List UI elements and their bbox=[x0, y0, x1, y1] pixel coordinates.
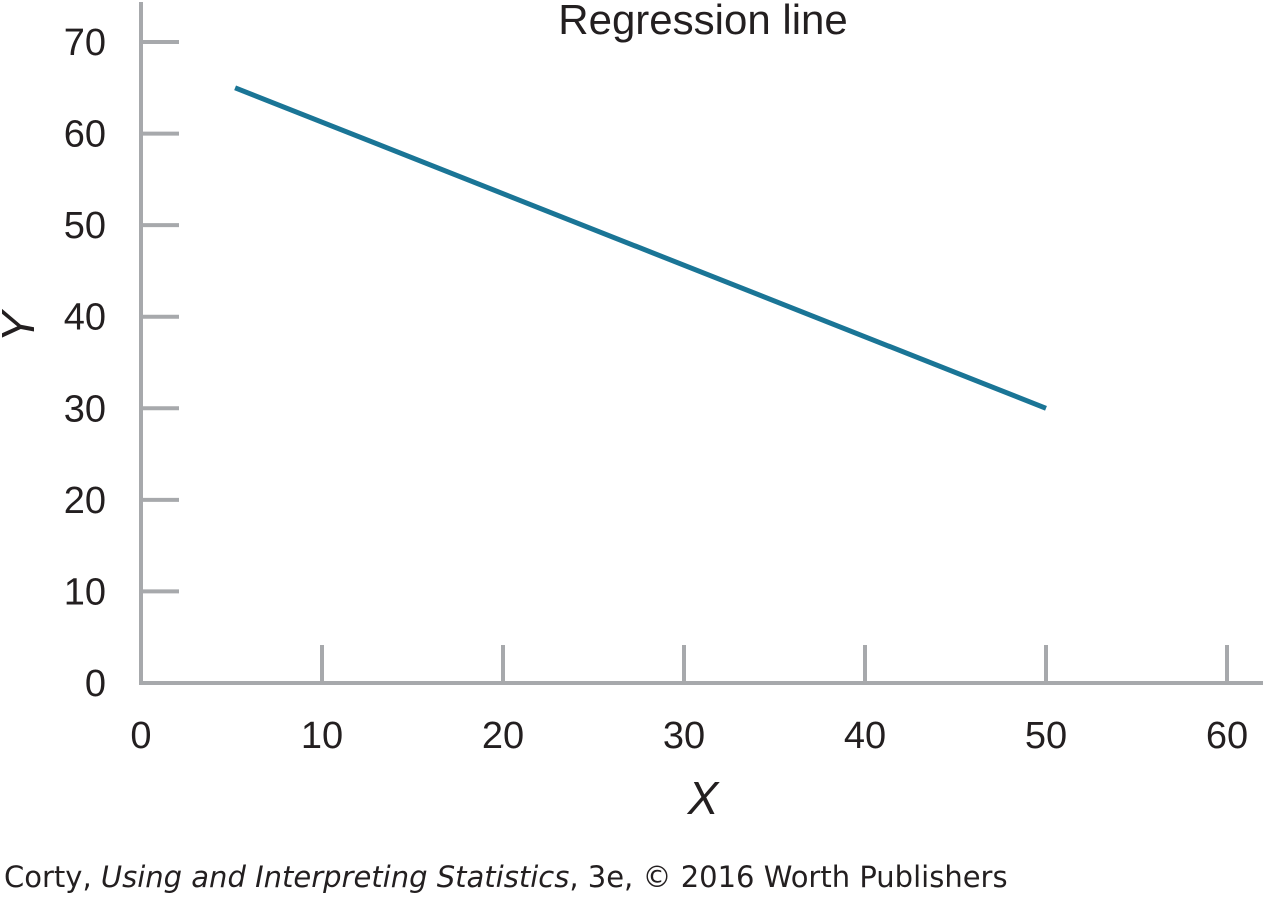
chart-tick-labels: 0 10 20 30 40 50 60 70 0 10 20 30 40 50 60 bbox=[64, 22, 1248, 757]
y-tick-label-0: 0 bbox=[85, 663, 106, 705]
y-tick-label-10: 10 bbox=[64, 571, 106, 613]
x-tick-label-20: 20 bbox=[482, 715, 524, 757]
y-tick-label-30: 30 bbox=[64, 388, 106, 430]
y-tick-label-20: 20 bbox=[64, 480, 106, 522]
x-tick-label-10: 10 bbox=[301, 715, 343, 757]
x-axis-title: X bbox=[687, 772, 721, 824]
x-tick-label-50: 50 bbox=[1025, 715, 1067, 757]
y-tick-label-60: 60 bbox=[64, 114, 106, 156]
regression-line-annotation: Regression line bbox=[558, 0, 848, 43]
chart-axes bbox=[139, 2, 1263, 685]
y-axis-title: Y bbox=[0, 308, 44, 342]
x-tick-label-0: 0 bbox=[130, 715, 151, 757]
credit-book-title: Using and Interpreting Statistics bbox=[100, 860, 570, 894]
credit-edition: , 3e, © 2016 Worth Publishers bbox=[569, 860, 1008, 894]
chart-series bbox=[234, 85, 1047, 411]
y-tick-label-70: 70 bbox=[64, 22, 106, 64]
y-tick-label-40: 40 bbox=[64, 297, 106, 339]
y-tick-label-50: 50 bbox=[64, 205, 106, 247]
chart-ticks bbox=[141, 40, 1229, 683]
x-tick-label-40: 40 bbox=[844, 715, 886, 757]
credit-author: Corty, bbox=[4, 860, 101, 894]
x-tick-label-30: 30 bbox=[663, 715, 705, 757]
regression-line-series-0 bbox=[234, 85, 1047, 411]
x-tick-label-60: 60 bbox=[1206, 715, 1248, 757]
copyright-credit: Corty, Using and Interpreting Statistics… bbox=[4, 860, 1008, 894]
